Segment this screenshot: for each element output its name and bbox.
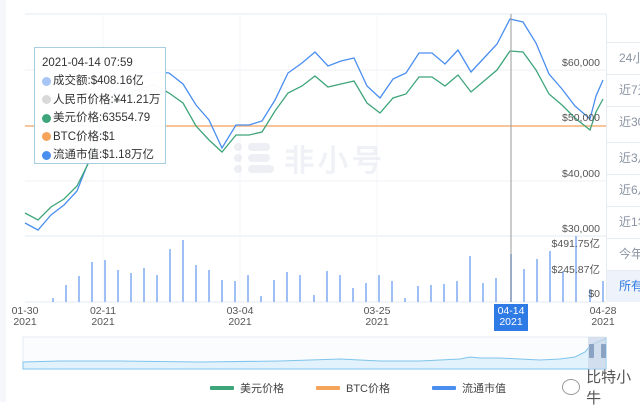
x-axis-label-cursor: 04-14 2021: [494, 304, 528, 331]
range-button-30d[interactable]: 近30天: [607, 106, 640, 137]
legend-swatch-icon: [210, 386, 234, 390]
y-axis-label-60000: $60,000: [562, 57, 600, 69]
range-button-1y[interactable]: 近1年: [607, 206, 640, 237]
tooltip-datetime: 2021-04-14 07:59: [42, 57, 133, 69]
y-axis-label-30000: $30,000: [562, 223, 600, 235]
x-axis-label: 03-04 2021: [226, 305, 254, 328]
chart-tooltip: 2021-04-14 07:59 成交额:$408.16亿 人民币价格:¥41.…: [34, 47, 166, 164]
tooltip-row-usd-price: 美元价格:63554.79: [42, 109, 165, 128]
market-cap-dot-icon: [42, 150, 51, 160]
volume-axis-label-max: $491.75亿: [551, 238, 600, 250]
cny-dot-icon: [42, 95, 51, 105]
legend-swatch-icon: [432, 386, 456, 390]
tooltip-row-btc-price: BTC价格:$1: [42, 128, 165, 147]
volume-axis-label-zero: $0: [588, 288, 600, 300]
tooltip-row-volume: 成交额:$408.16亿: [42, 72, 165, 91]
y-axis-label-50000: $50,000: [562, 112, 600, 124]
range-button-ytd[interactable]: 今年: [607, 238, 640, 269]
navigator: [22, 336, 607, 370]
watermark-text: 非小号: [284, 145, 386, 178]
range-button-all[interactable]: 所有: [607, 270, 640, 302]
x-axis-label: 01-30 2021: [11, 305, 39, 328]
usd-dot-icon: [42, 113, 51, 123]
range-button-24h[interactable]: 24小时: [607, 42, 640, 73]
time-range-selector: 24小时 近7天 近30天 近3月 近6月 近1年 今年 所有: [606, 14, 640, 302]
x-axis-label: 02-11 2021: [89, 305, 117, 328]
y-axis-label-40000: $40,000: [562, 168, 600, 180]
left-margin: [0, 0, 6, 402]
btc-dot-icon: [42, 132, 51, 142]
volume-dot-icon: [42, 76, 51, 86]
site-watermark: 非小号: [234, 136, 386, 180]
x-axis-label: 03-25 2021: [363, 305, 391, 328]
legend-item-usd-price[interactable]: 美元价格: [210, 380, 284, 396]
watermark-logo-icon: [234, 143, 274, 173]
x-axis-label: 04-28 2021: [589, 305, 617, 328]
legend-item-market-cap[interactable]: 流通市值: [432, 380, 506, 396]
range-button-6m[interactable]: 近6月: [607, 174, 640, 205]
legend-swatch-icon: [316, 386, 340, 390]
legend-item-btc-price[interactable]: BTC价格: [316, 380, 390, 396]
volume-axis-label-mid: $245.87亿: [551, 264, 600, 276]
range-button-3m[interactable]: 近3月: [607, 142, 640, 173]
wechat-icon: [562, 379, 581, 395]
tooltip-row-market-cap: 流通市值:$1.18万亿: [42, 146, 165, 165]
range-button-7d[interactable]: 近7天: [607, 74, 640, 105]
tooltip-row-cny-price: 人民币价格:¥41.21万: [42, 91, 165, 110]
volume-bars: [52, 236, 604, 302]
